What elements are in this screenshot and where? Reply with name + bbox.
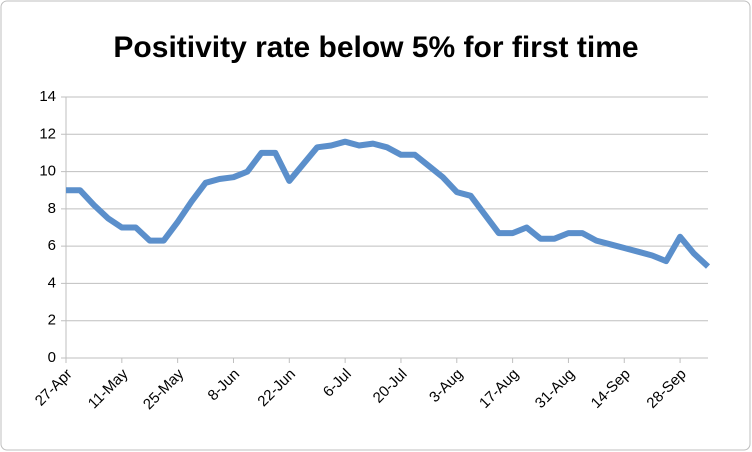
y-tick-label: 14 <box>39 88 56 105</box>
y-tick-label: 2 <box>48 312 56 329</box>
y-tick-label: 8 <box>48 200 56 217</box>
y-tick-label: 4 <box>48 274 56 291</box>
y-tick-label: 0 <box>48 349 56 366</box>
y-tick-label: 10 <box>39 163 56 180</box>
data-line <box>66 138 711 269</box>
y-tick-label: 12 <box>39 125 56 142</box>
y-tick-label: 6 <box>48 237 56 254</box>
chart-title: Positivity rate below 5% for first time <box>113 31 638 64</box>
